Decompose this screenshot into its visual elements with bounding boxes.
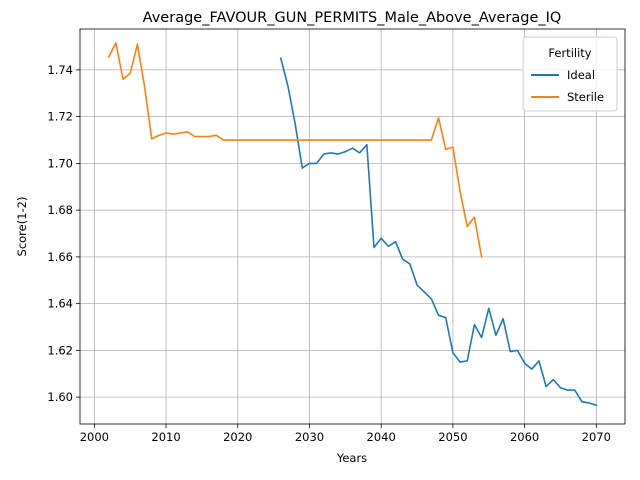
- y-tick-label: 1.70: [47, 156, 73, 170]
- series-line-ideal: [279, 57, 598, 407]
- chart-title: Average_FAVOUR_GUN_PERMITS_Male_Above_Av…: [143, 10, 562, 26]
- y-tick-label: 1.72: [47, 110, 73, 124]
- plot-frame: [79, 28, 626, 425]
- y-tick-label: 1.66: [47, 250, 73, 264]
- x-tick-label: 2040: [367, 430, 396, 444]
- x-tick-label: 2050: [438, 430, 467, 444]
- legend: Fertility Ideal Sterile: [522, 36, 618, 112]
- y-tick-label: 1.64: [47, 297, 73, 311]
- legend-title: Fertility: [548, 46, 591, 60]
- x-tick-label: 2020: [223, 430, 252, 444]
- x-tick-label: 2070: [582, 430, 611, 444]
- y-tick-label: 1.68: [47, 203, 73, 217]
- y-axis-label: Score(1-2): [15, 197, 29, 257]
- y-tick-label: 1.60: [47, 390, 73, 404]
- x-tick-label: 2030: [295, 430, 324, 444]
- y-tick-label: 1.62: [47, 343, 73, 357]
- x-tick-label: 2000: [80, 430, 109, 444]
- legend-label-ideal: Ideal: [567, 68, 595, 82]
- legend-box: [522, 36, 618, 112]
- y-axis-ticks: 1.60 1.62 1.64 1.66 1.68 1.70 1.72 1.74: [47, 63, 80, 404]
- x-tick-label: 2060: [510, 430, 539, 444]
- series-line-sterile: [107, 42, 483, 258]
- x-axis-label: Years: [336, 451, 367, 465]
- x-axis-ticks: 2000 2010 2020 2030 2040 2050 2060 2070: [80, 424, 611, 444]
- series-lines: [107, 42, 598, 407]
- y-tick-label: 1.74: [47, 63, 73, 77]
- legend-label-sterile: Sterile: [567, 90, 604, 104]
- x-tick-label: 2010: [151, 430, 180, 444]
